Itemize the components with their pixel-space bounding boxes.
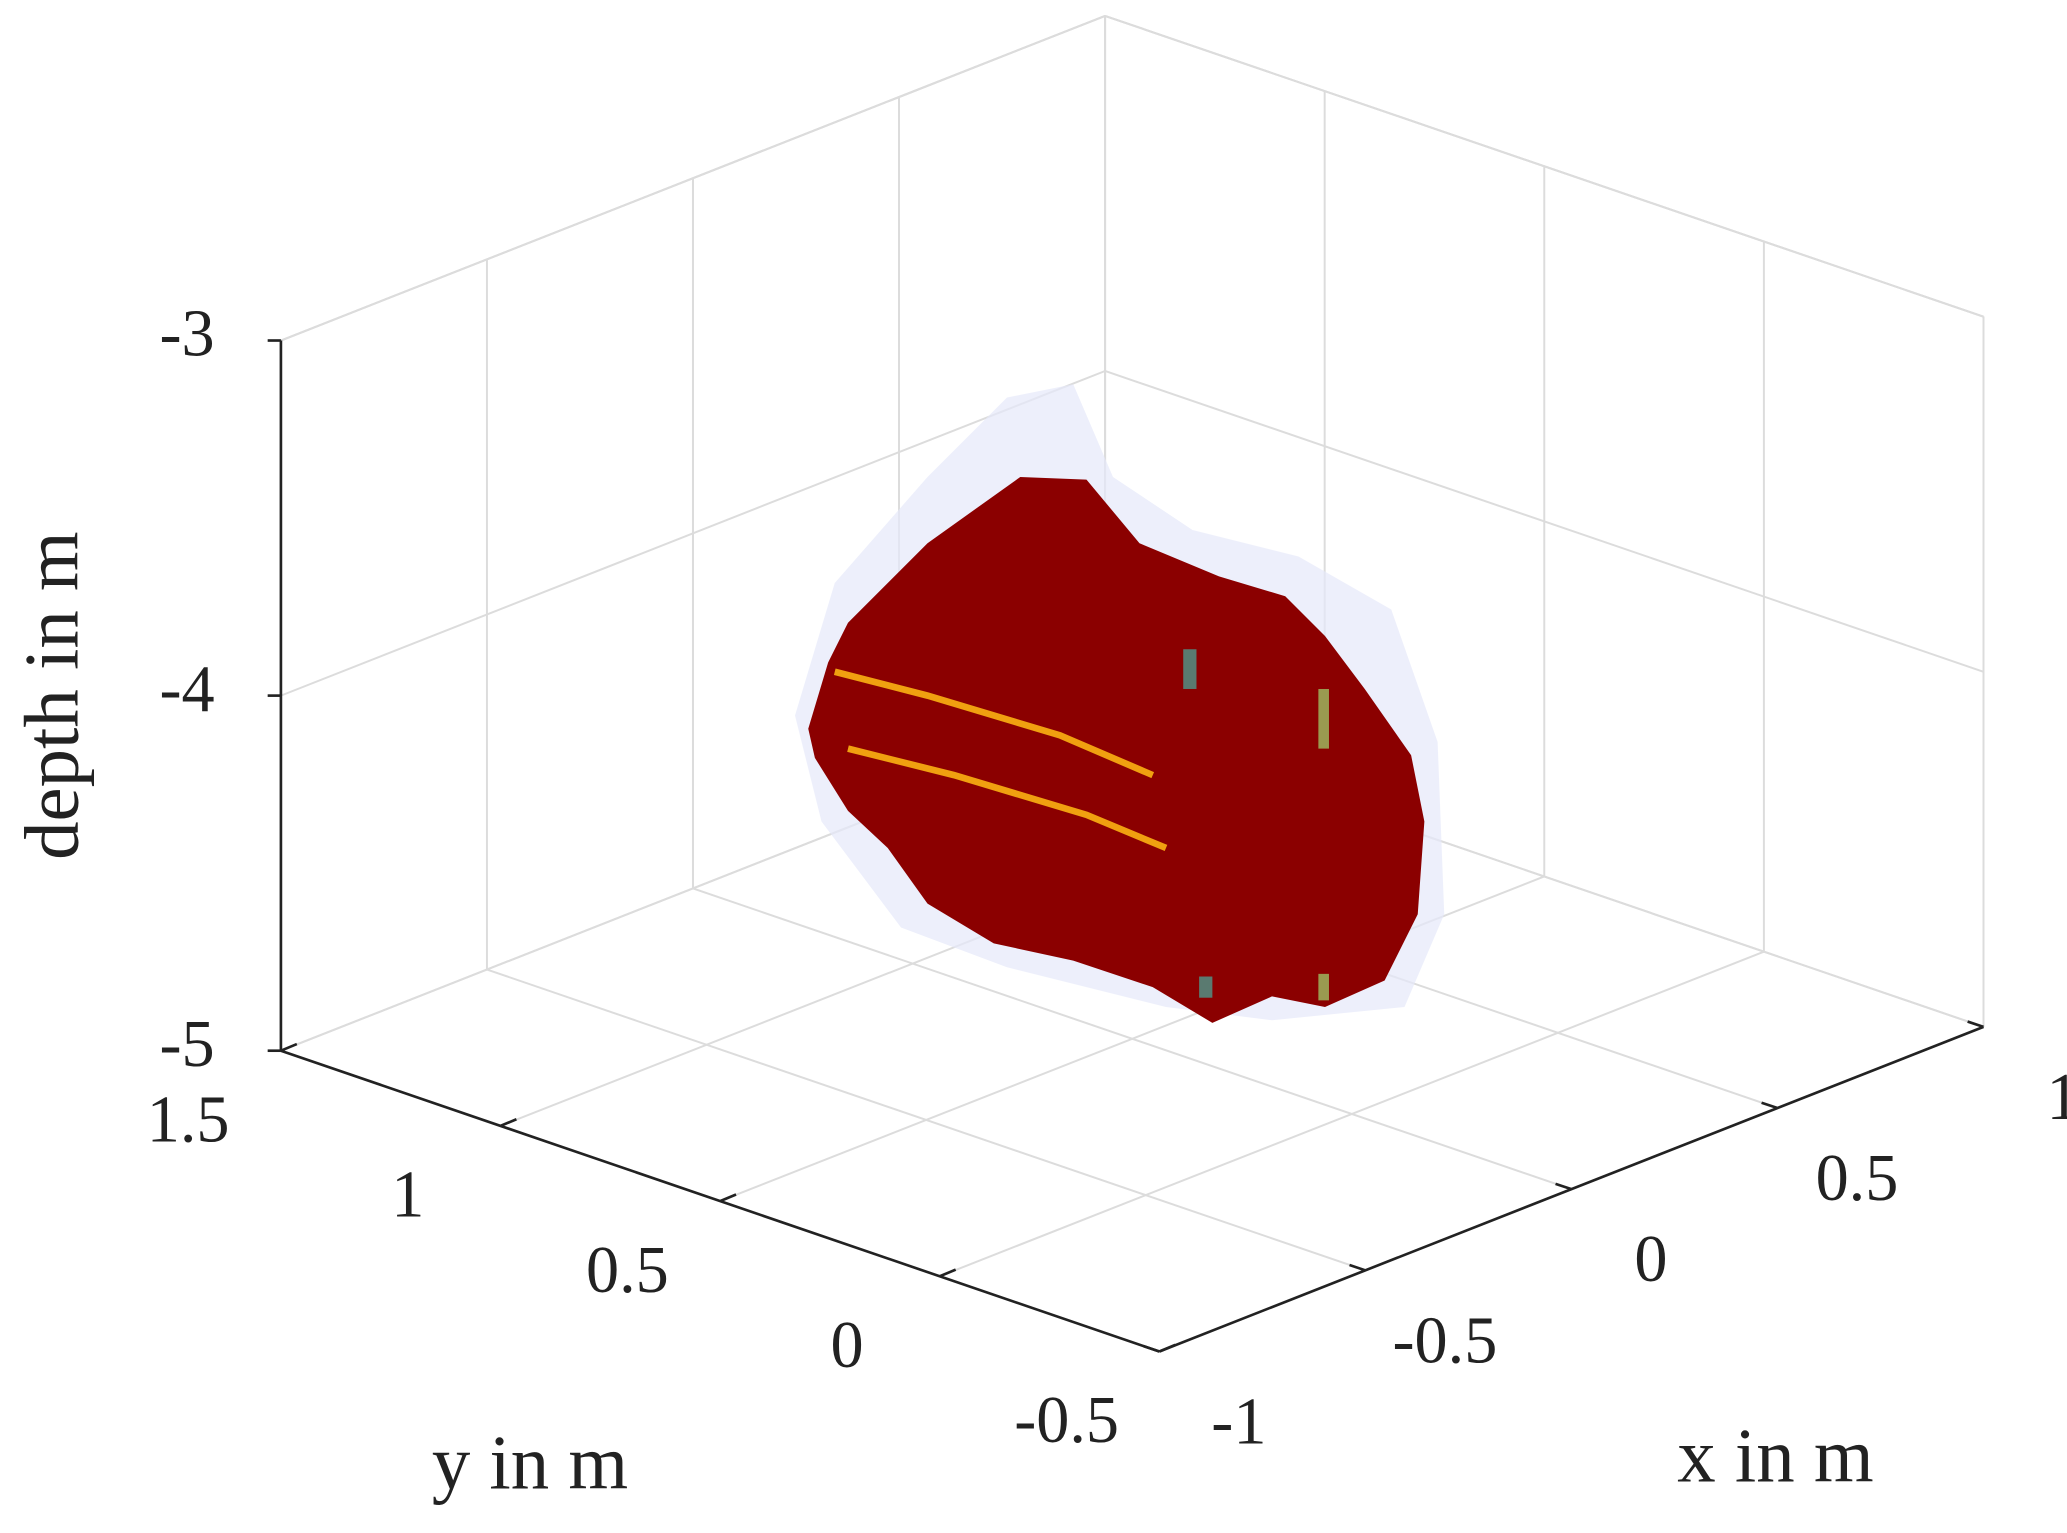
x-axis-label: x in m xyxy=(1677,1414,1873,1499)
marker xyxy=(1183,649,1197,689)
y-axis-label: y in m xyxy=(432,1420,628,1505)
x-tick xyxy=(1349,1263,1366,1272)
y-tick-label: -0.5 xyxy=(1014,1384,1119,1457)
x-tick-label: 1 xyxy=(2046,1061,2067,1134)
marker xyxy=(1199,976,1213,998)
z-tick-label: -3 xyxy=(159,298,214,371)
axes: -1 -0.5 0 0.5 1 -0.5 0 0.5 1 1.5-5 -4 -3 xyxy=(147,298,2067,1459)
x-tick xyxy=(1967,1020,1984,1029)
x-tick xyxy=(1143,1344,1160,1353)
y-tick xyxy=(719,1193,737,1203)
x-tick-label: -1 xyxy=(1211,1386,1266,1459)
grid-line xyxy=(939,950,1765,1278)
object xyxy=(808,476,1425,1023)
edge-line xyxy=(833,668,1155,779)
z-axis-label: depth in m xyxy=(9,531,94,860)
y-tick xyxy=(1158,1343,1176,1353)
x-tick-label: 0 xyxy=(1634,1223,1667,1296)
point-cloud xyxy=(795,384,1445,1023)
z-tick-label: -5 xyxy=(159,1008,214,1081)
y-tick-label: 0 xyxy=(830,1309,863,1382)
edge-line xyxy=(847,745,1168,852)
marker xyxy=(1318,973,1329,1001)
y-tick xyxy=(939,1268,957,1278)
y-tick-label: 1.5 xyxy=(147,1083,230,1156)
y-tick-label: 1 xyxy=(391,1159,424,1232)
grid-line xyxy=(280,370,1106,697)
y-tick-label: 0.5 xyxy=(586,1234,669,1307)
grid-line xyxy=(1104,370,1984,673)
marker xyxy=(1318,688,1329,749)
z-tick-label: -4 xyxy=(159,653,214,726)
x-tick-label: 0.5 xyxy=(1816,1142,1899,1215)
grid-line xyxy=(280,14,1106,342)
x-tick xyxy=(1555,1182,1572,1191)
y-tick xyxy=(500,1118,517,1128)
x-tick xyxy=(1761,1101,1778,1110)
x-tick-label: -0.5 xyxy=(1392,1304,1497,1377)
grid-line xyxy=(1104,14,1984,318)
y-tick xyxy=(280,1042,298,1052)
